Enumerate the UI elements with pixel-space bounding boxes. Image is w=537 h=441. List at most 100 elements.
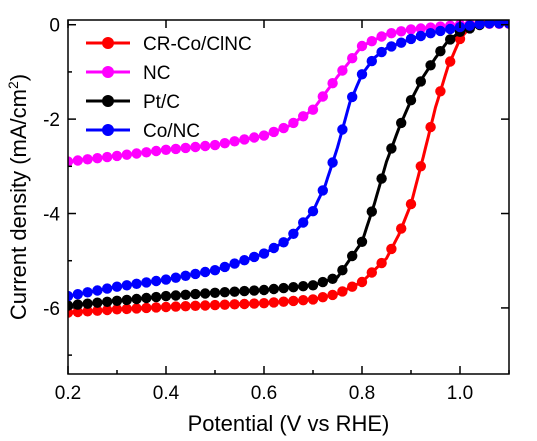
series-4-marker (219, 261, 230, 273)
series-4-marker (435, 25, 446, 37)
series-3-marker (258, 284, 270, 296)
series-2-marker (376, 31, 387, 42)
series-1-marker (92, 305, 103, 316)
series-1-marker (415, 161, 426, 172)
series-1-marker (307, 294, 319, 305)
series-4-marker (356, 69, 368, 80)
series-4-marker (494, 20, 505, 29)
series-3-marker (435, 46, 446, 57)
series-4-marker (229, 258, 240, 269)
series-1-marker (82, 306, 93, 317)
series-2-marker (327, 78, 338, 89)
series-4-marker (141, 277, 152, 288)
legend-entry: Co/NC (86, 121, 200, 142)
y-axis-title-sup: 2 (5, 81, 21, 89)
series-4-marker (68, 290, 74, 302)
series-1-marker (151, 302, 162, 313)
legend-label: NC (143, 63, 170, 84)
series-4-marker (278, 237, 289, 248)
series-2-marker (317, 91, 328, 102)
series-3-marker (209, 287, 221, 298)
series-3-group (68, 20, 509, 311)
series-1-marker (337, 286, 348, 297)
series-1-marker (356, 276, 368, 288)
series-2-marker (386, 28, 397, 39)
series-3-marker (386, 143, 397, 154)
series-2-marker (415, 23, 426, 34)
series-4-marker (160, 274, 172, 285)
series-3-marker (268, 283, 279, 295)
series-1-marker (376, 257, 387, 269)
series-1-marker (366, 267, 377, 278)
series-3-marker (190, 288, 201, 300)
series-1-marker (180, 301, 191, 312)
series-4-marker (258, 248, 270, 259)
series-3-marker (376, 173, 387, 184)
series-2-marker (92, 153, 103, 164)
series-3-marker (347, 250, 358, 262)
series-1-marker (190, 300, 201, 311)
series-3-marker (219, 287, 230, 298)
series-3-marker (239, 285, 250, 297)
tick-labels: 0.2 0.4 0.6 0.8 1.0 0 -2 -4 -6 (43, 16, 473, 404)
series-4-marker (209, 265, 221, 276)
series-3-marker (327, 273, 338, 284)
series-4-marker (121, 280, 132, 291)
series-4-marker (92, 285, 103, 296)
series-2-marker (219, 138, 230, 149)
series-1-marker (327, 289, 338, 301)
series-4-marker (72, 289, 84, 300)
series-3-marker (337, 265, 348, 276)
series-2-marker (160, 144, 172, 155)
series-1-marker (298, 295, 309, 306)
series-3-marker (82, 298, 93, 309)
series-1-marker (229, 299, 240, 310)
series-2-marker (170, 143, 181, 155)
series-4-marker (180, 270, 191, 281)
series-1-marker (170, 301, 181, 312)
series-1-line (68, 20, 509, 315)
series-4-marker (111, 281, 123, 292)
y-axis-title: Current density (mA/cm2) (5, 74, 31, 320)
series-4-marker (131, 278, 142, 289)
axis-ticks (67, 20, 510, 374)
series-2-marker (151, 145, 162, 157)
series-3-marker (366, 206, 377, 217)
series-2-marker (180, 142, 191, 154)
series-4-marker (366, 55, 377, 67)
legend-marker (102, 66, 114, 78)
series-4-marker (200, 266, 211, 278)
series-4-marker (415, 30, 426, 42)
legend-marker (102, 124, 114, 136)
series-2-marker (268, 126, 279, 138)
legend-label: CR-Co/ClNC (143, 34, 252, 55)
series-4-marker (307, 206, 319, 217)
series-2-marker (288, 117, 299, 129)
series-3-marker (170, 290, 181, 301)
series-4-marker (396, 37, 407, 48)
series-3-marker (121, 294, 132, 306)
series-4-marker (386, 41, 397, 52)
legend-marker (102, 95, 114, 107)
series-4-marker (102, 283, 113, 294)
series-4-marker (190, 268, 201, 280)
series-4-marker (249, 251, 260, 263)
series-2-marker (200, 140, 211, 152)
series-3-marker (405, 95, 417, 106)
series-2-marker (278, 122, 289, 134)
series-1-marker (239, 298, 250, 310)
series-3-marker (249, 285, 260, 296)
series-2-marker (366, 36, 377, 47)
series-2-marker (356, 40, 368, 52)
series-1-marker (121, 303, 132, 315)
series-3-marker (396, 117, 407, 129)
series-1-marker (425, 121, 436, 133)
series-1-marker (72, 306, 84, 318)
series-3-marker (278, 282, 289, 294)
legend-label: Co/NC (143, 121, 200, 142)
series-2-marker (68, 156, 74, 167)
y-tick-label: 0 (49, 16, 60, 37)
series-1-marker (405, 198, 417, 210)
series-3-marker (307, 280, 319, 291)
legend-label: Pt/C (143, 92, 180, 113)
